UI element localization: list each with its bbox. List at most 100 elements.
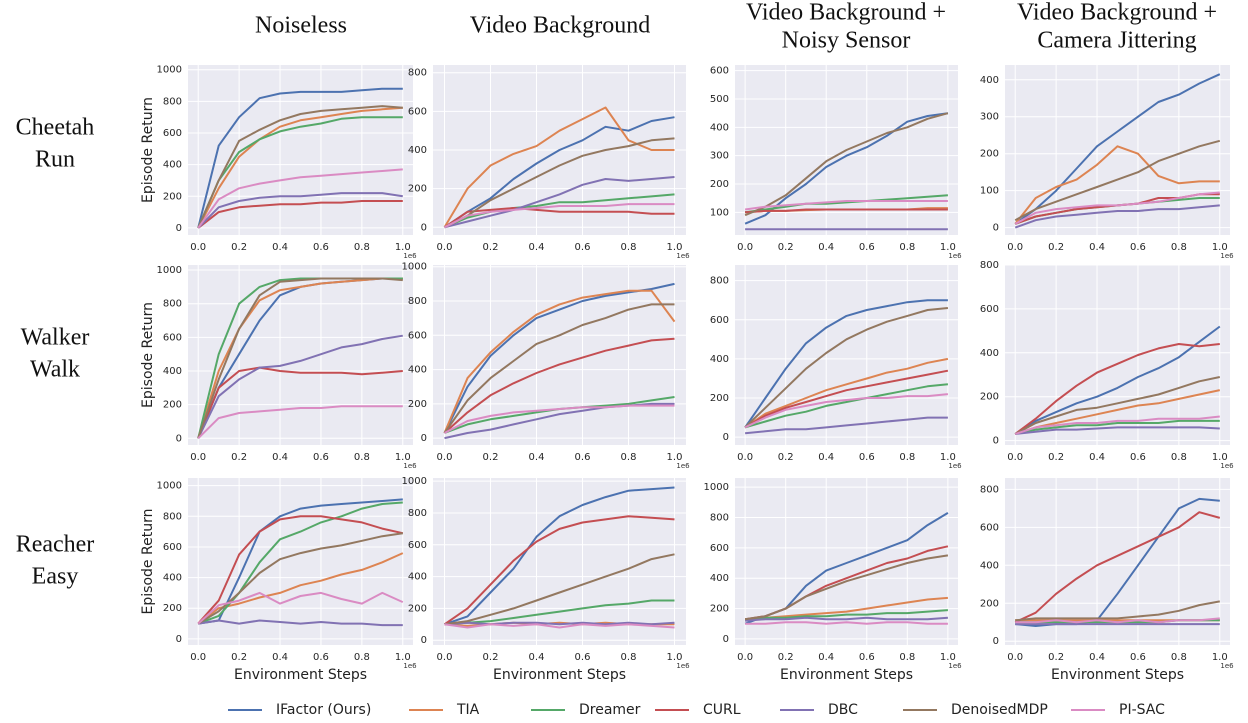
- x-tick-label: 0.4: [1089, 452, 1105, 463]
- y-tick-label: 600: [408, 330, 427, 341]
- x-tick-label: 0.6: [859, 242, 875, 253]
- plot-background: [1005, 265, 1230, 445]
- y-tick-label: 200: [163, 603, 182, 614]
- series-line: [1014, 204, 1220, 229]
- y-tick-label: 600: [980, 304, 999, 315]
- y-tick-label: 600: [408, 106, 427, 117]
- x-tick-label: 0.2: [1048, 652, 1064, 663]
- y-tick-label: 800: [408, 68, 427, 79]
- series-line: [1014, 325, 1221, 435]
- series-line: [197, 515, 404, 625]
- series-line: [444, 621, 675, 626]
- row-label: Reacher: [16, 532, 95, 558]
- x-tick-label: 0.0: [437, 652, 453, 663]
- y-tick-label: 200: [408, 399, 427, 410]
- x-tick-label: 0.2: [483, 652, 499, 663]
- x-tick-label: 0.2: [1048, 242, 1064, 253]
- series-line: [1014, 376, 1221, 435]
- x-axis-label: Environment Steps: [234, 667, 367, 683]
- series-line: [197, 277, 403, 439]
- x-tick-label: 0.6: [575, 652, 591, 663]
- x-tick-label: 0.8: [621, 452, 637, 463]
- series-line: [197, 552, 404, 625]
- y-tick-label: 200: [980, 149, 999, 160]
- y-tick-label: 800: [710, 276, 729, 287]
- series-line: [443, 303, 675, 434]
- x-tick-label: 0.2: [483, 242, 499, 253]
- row-label: Walker: [21, 325, 90, 351]
- column-title: Video Background +: [1017, 0, 1217, 26]
- y-tick-label: 400: [710, 122, 729, 133]
- series-line: [744, 307, 948, 429]
- x-tick-label: 0.8: [899, 652, 915, 663]
- legend-label: CURL: [703, 702, 741, 718]
- y-tick-label: 200: [163, 400, 182, 411]
- y-tick-label: 600: [980, 522, 999, 533]
- row-label: Walk: [30, 357, 80, 383]
- x-tick-label: 1.0: [395, 652, 411, 663]
- y-tick-label: 400: [710, 573, 729, 584]
- series-line: [444, 486, 675, 626]
- x-tick-label: 0.4: [818, 452, 834, 463]
- series-line: [744, 200, 948, 211]
- y-tick-label: 100: [710, 207, 729, 218]
- y-tick-label: 400: [408, 145, 427, 156]
- y-tick-label: 400: [163, 573, 182, 584]
- legend-label: DenoisedMDP: [951, 702, 1048, 718]
- y-tick-label: 600: [710, 66, 729, 77]
- series-line: [443, 289, 676, 434]
- x-tick-label: 0.0: [737, 652, 753, 663]
- x-tick-label: 0.4: [529, 242, 545, 253]
- x-tick-label: 0.4: [272, 652, 288, 663]
- x-offset-label: 1e6: [1220, 662, 1234, 670]
- column-title: Camera Jittering: [1037, 28, 1196, 54]
- x-tick-label: 0.2: [483, 452, 499, 463]
- y-tick-label: 400: [710, 354, 729, 365]
- y-tick-label: 800: [408, 296, 427, 307]
- x-tick-label: 0.2: [231, 242, 247, 253]
- x-tick-label: 0.2: [231, 652, 247, 663]
- series-line: [443, 515, 675, 626]
- plot-background: [1005, 478, 1230, 645]
- series-line: [197, 277, 403, 439]
- x-tick-label: 0.0: [737, 452, 753, 463]
- x-tick-label: 0.6: [575, 242, 591, 253]
- x-offset-label: 1e6: [1220, 252, 1234, 260]
- y-tick-label: 800: [980, 484, 999, 495]
- y-tick-label: 400: [163, 160, 182, 171]
- column-title: Noiseless: [255, 13, 347, 39]
- x-tick-label: 0.8: [354, 652, 370, 663]
- y-tick-label: 200: [163, 191, 182, 202]
- series-line: [1014, 415, 1220, 435]
- y-tick-label: 600: [163, 332, 182, 343]
- series-line: [1014, 343, 1220, 435]
- series-line: [1015, 600, 1220, 622]
- x-tick-label: 1.0: [1212, 452, 1228, 463]
- x-tick-label: 0.2: [778, 652, 794, 663]
- x-tick-label: 0.0: [1007, 242, 1023, 253]
- y-tick-label: 0: [993, 636, 999, 647]
- y-tick-label: 0: [176, 433, 182, 444]
- y-tick-label: 200: [408, 184, 427, 195]
- y-tick-label: 1000: [157, 481, 182, 492]
- series-line: [744, 112, 949, 217]
- series-line: [197, 192, 403, 229]
- series-line: [197, 532, 403, 625]
- x-tick-label: 0.6: [575, 452, 591, 463]
- series-line: [443, 116, 675, 229]
- x-offset-label: 1e6: [676, 252, 690, 260]
- x-offset-label: 1e6: [1220, 462, 1234, 470]
- legend-label: IFactor (Ours): [276, 702, 371, 718]
- x-tick-label: 0.4: [529, 652, 545, 663]
- y-tick-label: 0: [421, 222, 427, 233]
- x-tick-label: 1.0: [395, 242, 411, 253]
- x-tick-label: 0.6: [859, 652, 875, 663]
- x-tick-label: 0.4: [1089, 652, 1105, 663]
- x-tick-label: 0.6: [859, 452, 875, 463]
- x-tick-label: 0.8: [1171, 652, 1187, 663]
- x-tick-label: 0.8: [621, 242, 637, 253]
- x-tick-label: 1.0: [667, 452, 683, 463]
